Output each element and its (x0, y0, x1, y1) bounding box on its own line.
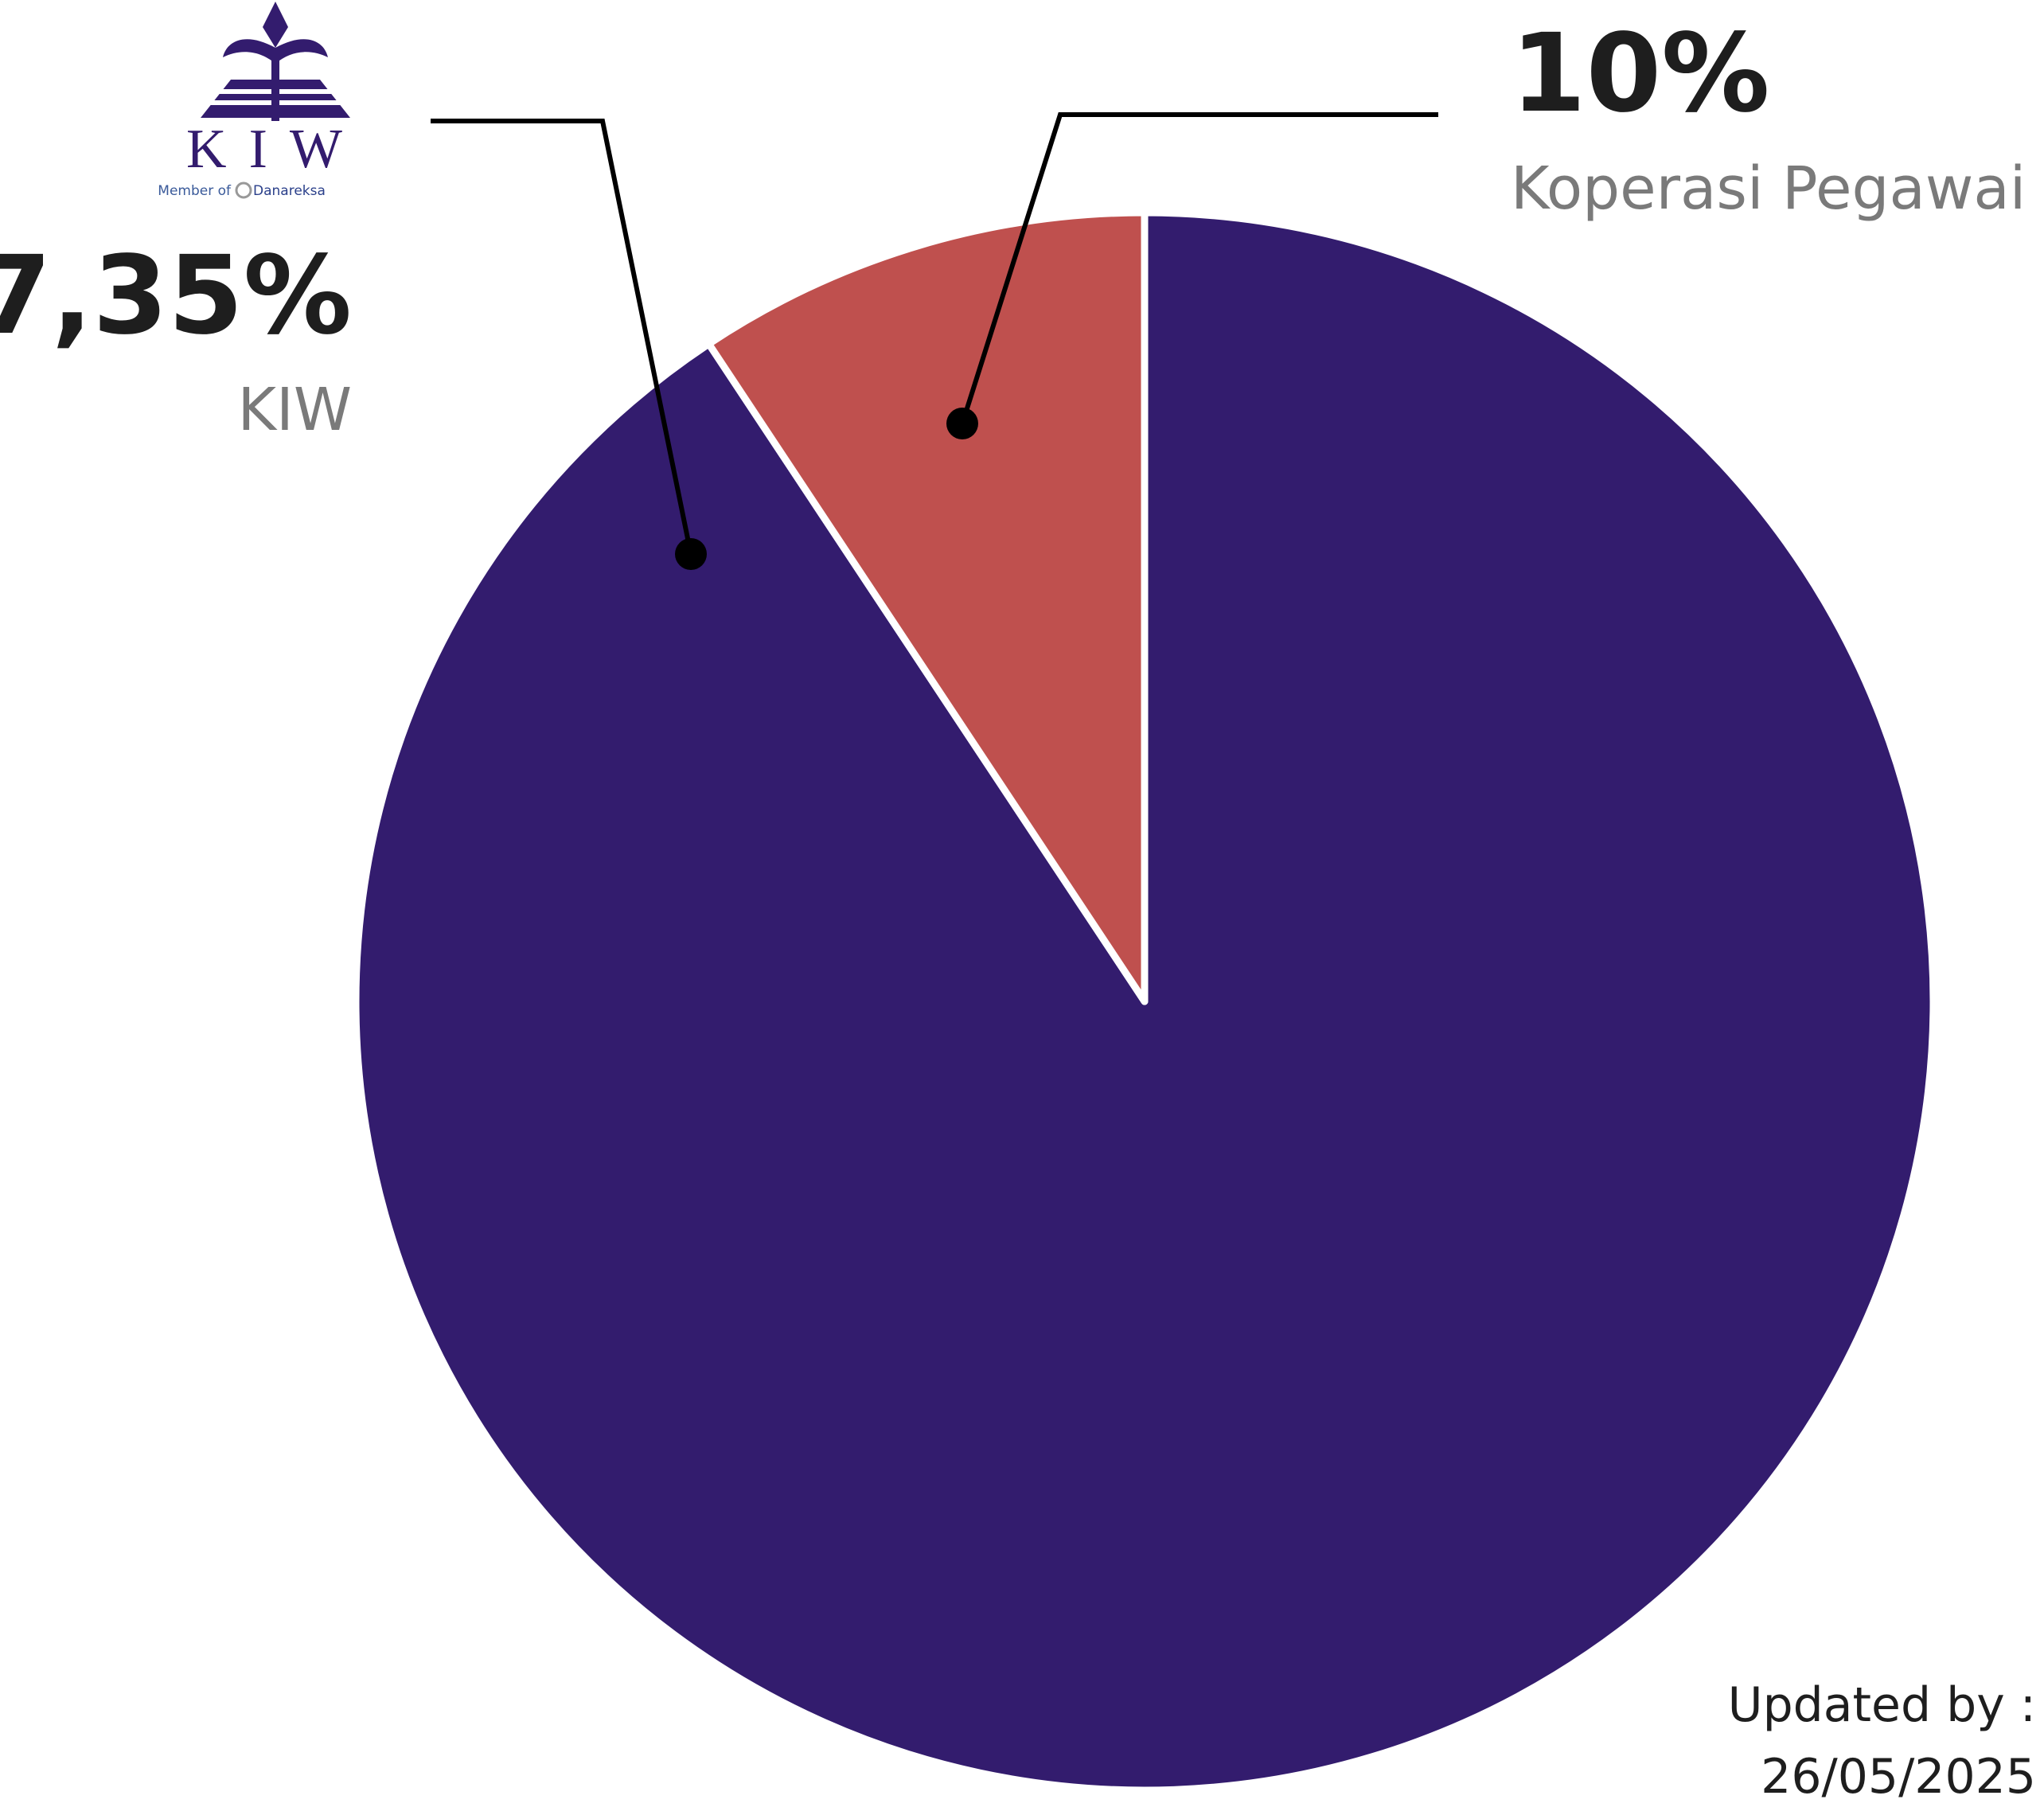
category-label: Koperasi Pegawai (1511, 154, 2026, 223)
logo-name: KIW (186, 119, 365, 180)
annotation: Updated by : (1728, 1677, 2036, 1733)
annotation: 26/05/2025 (1761, 1749, 2036, 1805)
leader-line (431, 119, 693, 555)
leader-dot (675, 538, 707, 570)
logo: KIW Member of Danareksa (158, 2, 365, 199)
category-label: KIW (237, 376, 352, 444)
leader-line (960, 112, 1438, 424)
logo-tagline: Member of (158, 183, 232, 199)
leader-dot (946, 408, 978, 439)
value-label: 10% (1511, 11, 1770, 137)
logo-parent: Danareksa (253, 183, 326, 199)
pie-slice (705, 209, 1149, 1005)
value-label: 97,35% (0, 233, 352, 359)
